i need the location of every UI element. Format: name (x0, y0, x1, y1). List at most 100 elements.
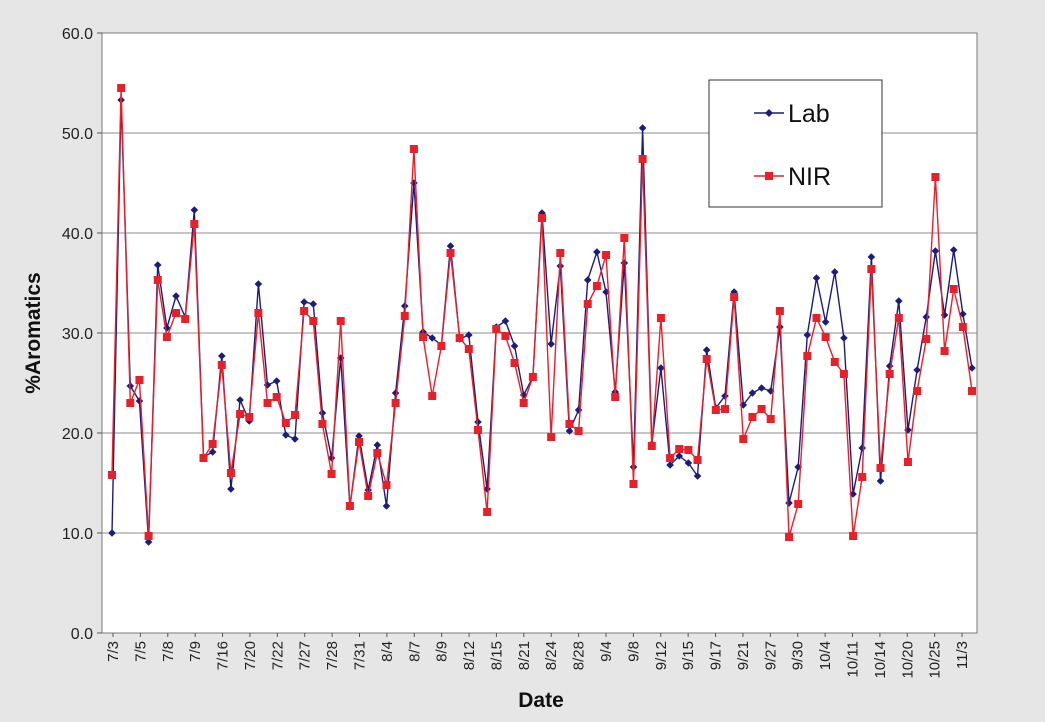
point-lab-16 (254, 280, 263, 288)
point-lab-27 (355, 432, 363, 440)
point-nir-75 (794, 500, 803, 508)
point-nir-39 (464, 345, 473, 353)
x-tick-label-26: 10/4 (817, 641, 834, 670)
point-lab-90 (931, 247, 940, 255)
point-nir-3 (135, 376, 144, 384)
legend-marker-nir (765, 172, 773, 180)
point-nir-59 (647, 442, 656, 450)
point-nir-18 (272, 393, 281, 401)
x-tick-label-22: 9/17 (708, 641, 725, 670)
point-lab-79 (830, 268, 839, 276)
y-tick-label-1: 10.0 (62, 526, 93, 543)
point-lab-84 (876, 477, 885, 485)
point-nir-64 (693, 456, 702, 464)
point-nir-93 (958, 323, 967, 331)
point-lab-72 (766, 387, 775, 395)
point-nir-65 (702, 355, 711, 363)
point-nir-83 (867, 265, 876, 273)
point-nir-32 (400, 312, 409, 320)
point-lab-14 (236, 396, 244, 404)
point-nir-79 (830, 358, 839, 366)
point-lab-17 (263, 381, 272, 389)
point-nir-36 (437, 342, 446, 350)
y-tick-label-3: 30.0 (62, 326, 93, 343)
x-tick-label-19: 9/8 (625, 641, 642, 662)
point-lab-94 (968, 364, 976, 372)
point-nir-20 (290, 411, 299, 419)
point-lab-92 (949, 246, 958, 254)
point-lab-86 (895, 297, 903, 305)
point-nir-89 (922, 335, 931, 343)
point-nir-16 (254, 309, 263, 317)
point-nir-50 (565, 420, 574, 428)
point-nir-29 (373, 449, 382, 457)
x-tick-label-23: 9/21 (735, 641, 752, 670)
x-tick-label-13: 8/12 (461, 641, 478, 670)
point-nir-54 (602, 251, 611, 259)
point-nir-72 (766, 415, 775, 423)
point-nir-0 (108, 471, 116, 479)
point-nir-51 (574, 427, 583, 435)
x-tick-label-5: 7/20 (242, 641, 259, 670)
x-tick-label-14: 8/15 (488, 641, 505, 670)
point-lab-61 (666, 461, 674, 469)
point-nir-86 (894, 314, 903, 322)
x-tick-label-27: 10/11 (844, 641, 861, 677)
point-nir-77 (812, 314, 821, 322)
x-tick-label-25: 9/30 (790, 641, 807, 670)
point-nir-71 (757, 405, 766, 413)
point-nir-11 (208, 440, 217, 448)
point-nir-19 (281, 419, 290, 427)
point-lab-22 (309, 300, 318, 308)
legend-label-lab: Lab (788, 100, 830, 128)
point-nir-2 (126, 399, 135, 407)
legend-marker-lab (765, 109, 773, 117)
point-lab-93 (959, 310, 967, 318)
y-tick-label-5: 50.0 (62, 126, 93, 143)
point-nir-28 (364, 492, 373, 500)
point-nir-45 (519, 399, 528, 407)
point-nir-91 (940, 347, 949, 355)
point-nir-40 (473, 426, 482, 434)
point-nir-31 (391, 399, 400, 407)
x-tick-label-0: 7/3 (105, 641, 122, 662)
point-nir-37 (446, 249, 455, 257)
point-lab-44 (510, 342, 519, 350)
point-lab-40 (474, 418, 482, 426)
point-lab-48 (547, 340, 555, 348)
point-nir-17 (263, 399, 272, 407)
point-lab-47 (538, 209, 546, 217)
point-nir-67 (720, 405, 729, 413)
x-tick-label-6: 7/22 (269, 641, 286, 670)
point-nir-10 (199, 454, 208, 462)
point-lab-81 (849, 490, 857, 498)
point-nir-22 (309, 317, 318, 325)
x-tick-label-16: 8/24 (543, 641, 560, 670)
point-nir-1 (117, 84, 126, 92)
legend-label-nir: NIR (788, 163, 831, 191)
x-tick-label-21: 9/15 (680, 641, 697, 670)
point-nir-70 (748, 413, 757, 421)
x-tick-label-15: 8/21 (516, 641, 533, 670)
point-lab-60 (657, 364, 665, 372)
point-lab-11 (208, 448, 217, 456)
point-lab-5 (153, 261, 162, 269)
point-lab-13 (227, 485, 235, 493)
point-nir-33 (409, 145, 418, 153)
series-lab (108, 96, 976, 546)
point-nir-38 (455, 334, 464, 342)
point-nir-68 (730, 293, 739, 301)
point-nir-7 (172, 309, 181, 317)
x-tick-label-3: 7/9 (187, 641, 204, 662)
x-tick-label-4: 7/16 (215, 641, 232, 670)
point-nir-42 (492, 325, 501, 333)
point-nir-8 (181, 315, 190, 323)
point-nir-6 (162, 333, 171, 341)
point-nir-60 (656, 314, 665, 322)
point-lab-20 (291, 435, 299, 443)
point-lab-52 (583, 276, 592, 284)
point-nir-84 (876, 464, 885, 472)
series-layer (108, 84, 976, 546)
point-nir-66 (711, 406, 720, 414)
legend: Lab NIR (708, 79, 883, 208)
